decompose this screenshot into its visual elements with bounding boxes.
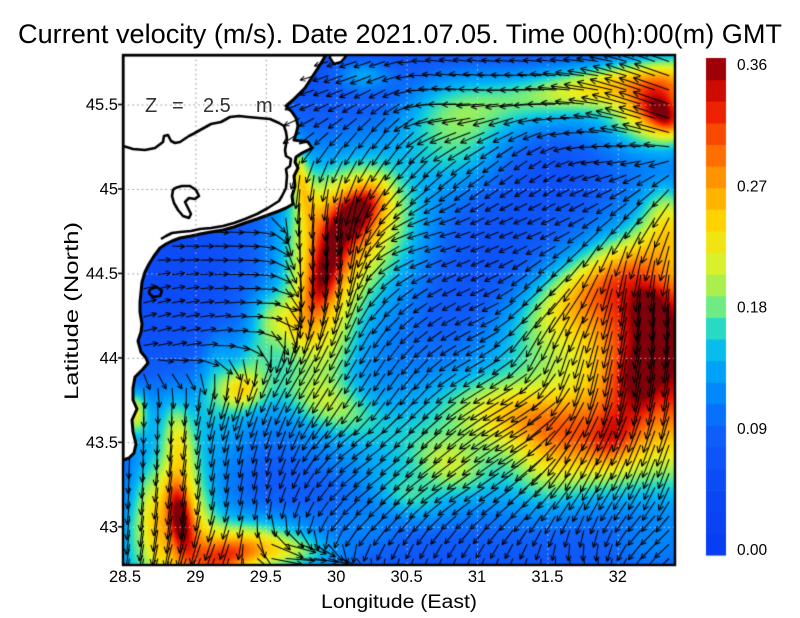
svg-text:Current velocity (m/s). Date 2: Current velocity (m/s). Date 2021.07.05.… — [18, 19, 782, 49]
svg-text:44.5: 44.5 — [86, 265, 118, 283]
svg-text:45.5: 45.5 — [86, 96, 118, 114]
svg-text:Longitude (East): Longitude (East) — [321, 592, 477, 613]
svg-text:0.36: 0.36 — [737, 57, 767, 74]
svg-text:2.5: 2.5 — [203, 95, 231, 117]
svg-text:Z: Z — [145, 95, 157, 117]
svg-text:30: 30 — [327, 568, 345, 586]
svg-text:0.09: 0.09 — [737, 421, 767, 438]
svg-text:43: 43 — [100, 518, 118, 536]
svg-text:43.5: 43.5 — [86, 434, 118, 452]
svg-text:Latitude (North): Latitude (North) — [62, 222, 83, 400]
svg-text:28.5: 28.5 — [109, 568, 141, 586]
svg-text:32: 32 — [609, 568, 627, 586]
svg-text:29: 29 — [186, 568, 204, 586]
svg-text:44: 44 — [100, 349, 118, 367]
svg-text:30.5: 30.5 — [391, 568, 423, 586]
svg-text:0.18: 0.18 — [737, 300, 767, 317]
svg-text:0.00: 0.00 — [737, 542, 768, 559]
svg-text:45: 45 — [100, 180, 118, 198]
svg-text:m: m — [256, 95, 273, 117]
svg-text:0.27: 0.27 — [737, 178, 767, 195]
svg-text:31.5: 31.5 — [531, 568, 563, 586]
svg-text:29.5: 29.5 — [250, 568, 282, 586]
svg-text:=: = — [172, 95, 184, 117]
svg-text:31: 31 — [468, 568, 486, 586]
